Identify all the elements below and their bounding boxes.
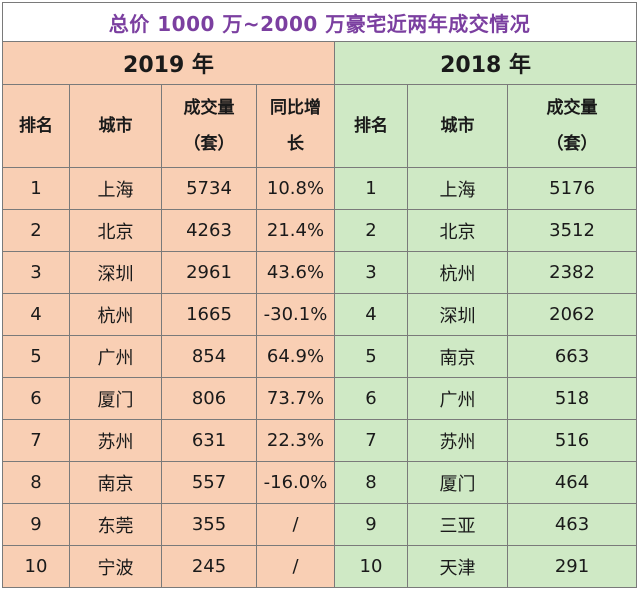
header-yoy-2019: 同比增 长 bbox=[256, 84, 335, 168]
cell-rank-2019: 1 bbox=[2, 167, 70, 210]
cell-volume-2019: 4263 bbox=[161, 209, 257, 252]
cell-rank-2019: 9 bbox=[2, 503, 70, 546]
table-title: 总价 1000 万~2000 万豪宅近两年成交情况 bbox=[1, 2, 638, 42]
cell-rank-2019: 4 bbox=[2, 293, 70, 336]
cell-rank-2018: 5 bbox=[334, 335, 408, 378]
cell-rank-2019: 6 bbox=[2, 377, 70, 420]
header-rank-2018: 排名 bbox=[334, 84, 408, 168]
cell-volume-2019: 245 bbox=[161, 545, 257, 588]
header-volume-2018-line1: 成交量 bbox=[546, 98, 598, 118]
cell-rank-2018: 10 bbox=[334, 545, 408, 588]
cell-rank-2018: 3 bbox=[334, 251, 408, 294]
cell-city-2019: 上海 bbox=[69, 167, 162, 210]
cell-volume-2019: 854 bbox=[161, 335, 257, 378]
cell-city-2018: 北京 bbox=[407, 209, 508, 252]
table-row: 7 苏州 631 22.3% 7 苏州 516 bbox=[2, 419, 638, 462]
cell-yoy-2019: -16.0% bbox=[256, 461, 335, 504]
header-rank-2019: 排名 bbox=[2, 84, 70, 168]
header-city-2019: 城市 bbox=[69, 84, 162, 168]
cell-rank-2019: 3 bbox=[2, 251, 70, 294]
table-row: 9 东莞 355/9 三亚 463 bbox=[2, 503, 638, 546]
cell-rank-2018: 8 bbox=[334, 461, 408, 504]
cell-volume-2018: 464 bbox=[506, 461, 638, 504]
cell-volume-2018: 3512 bbox=[506, 209, 638, 252]
cell-city-2018: 上海 bbox=[407, 167, 508, 210]
year-2018-header: 2018 年 bbox=[333, 41, 638, 85]
cell-city-2019: 北京 bbox=[69, 209, 162, 252]
cell-yoy-2019: 73.7% bbox=[256, 377, 335, 420]
cell-yoy-2019: 43.6% bbox=[256, 251, 335, 294]
header-volume-2019-line2: （套） bbox=[183, 134, 235, 154]
header-volume-2019: 成交量 （套） bbox=[161, 84, 257, 168]
cell-city-2019: 深圳 bbox=[69, 251, 162, 294]
cell-rank-2019: 2 bbox=[2, 209, 70, 252]
table-row: 2 北京 4263 21.4% 2 北京 3512 bbox=[2, 209, 638, 252]
cell-yoy-2019: 22.3% bbox=[256, 419, 335, 462]
header-volume-2019-line1: 成交量 bbox=[183, 98, 235, 118]
cell-city-2019: 东莞 bbox=[69, 503, 162, 546]
cell-yoy-2019: -30.1% bbox=[256, 293, 335, 336]
cell-volume-2019: 2961 bbox=[161, 251, 257, 294]
cell-volume-2019: 355 bbox=[161, 503, 257, 546]
cell-city-2018: 苏州 bbox=[407, 419, 508, 462]
cell-city-2018: 南京 bbox=[407, 335, 508, 378]
cell-rank-2018: 1 bbox=[334, 167, 408, 210]
cell-city-2018: 杭州 bbox=[407, 251, 508, 294]
cell-yoy-2019: 21.4% bbox=[256, 209, 335, 252]
cell-rank-2019: 5 bbox=[2, 335, 70, 378]
cell-volume-2018: 291 bbox=[506, 545, 638, 588]
cell-city-2019: 厦门 bbox=[69, 377, 162, 420]
table-row: 5 广州 854 64.9% 5 南京 663 bbox=[2, 335, 638, 378]
year-2019-header: 2019 年 bbox=[2, 41, 335, 85]
cell-volume-2018: 463 bbox=[506, 503, 638, 546]
table-row: 10 宁波 245/10 天津 291 bbox=[2, 545, 638, 588]
cell-city-2018: 天津 bbox=[407, 545, 508, 588]
cell-city-2019: 宁波 bbox=[69, 545, 162, 588]
cell-rank-2018: 6 bbox=[334, 377, 408, 420]
cell-city-2018: 广州 bbox=[407, 377, 508, 420]
cell-city-2019: 南京 bbox=[69, 461, 162, 504]
header-volume-2018-line2: （套） bbox=[546, 134, 598, 154]
cell-yoy-2019: 10.8% bbox=[256, 167, 335, 210]
cell-volume-2018: 516 bbox=[506, 419, 638, 462]
table-row: 3 深圳 2961 43.6% 3 杭州 2382 bbox=[2, 251, 638, 294]
cell-city-2019: 苏州 bbox=[69, 419, 162, 462]
cell-yoy-2019: / bbox=[256, 503, 335, 546]
cell-yoy-2019: / bbox=[256, 545, 335, 588]
cell-volume-2019: 806 bbox=[161, 377, 257, 420]
cell-city-2019: 广州 bbox=[69, 335, 162, 378]
cell-volume-2019: 1665 bbox=[161, 293, 257, 336]
table-row: 8 南京 557 -16.0% 8 厦门 464 bbox=[2, 461, 638, 504]
header-yoy-line2: 长 bbox=[287, 134, 304, 154]
table-row: 4 杭州 1665 -30.1% 4 深圳 2062 bbox=[2, 293, 638, 336]
cell-volume-2018: 5176 bbox=[506, 167, 638, 210]
header-volume-2018: 成交量 （套） bbox=[506, 84, 638, 168]
cell-volume-2019: 557 bbox=[161, 461, 257, 504]
cell-volume-2019: 5734 bbox=[161, 167, 257, 210]
cell-volume-2018: 2382 bbox=[506, 251, 638, 294]
table-row: 6 厦门 806 73.7% 6 广州 518 bbox=[2, 377, 638, 420]
cell-yoy-2019: 64.9% bbox=[256, 335, 335, 378]
cell-rank-2019: 10 bbox=[2, 545, 70, 588]
cell-volume-2018: 663 bbox=[506, 335, 638, 378]
cell-rank-2018: 4 bbox=[334, 293, 408, 336]
cell-rank-2018: 9 bbox=[334, 503, 408, 546]
table-row: 1 上海 5734 10.8% 1 上海 5176 bbox=[2, 167, 638, 210]
cell-city-2019: 杭州 bbox=[69, 293, 162, 336]
cell-city-2018: 厦门 bbox=[407, 461, 508, 504]
table-body: 1 上海 5734 10.8% 1 上海 5176 2 北京 4263 21.4% 2 北京 3512 3 深… bbox=[2, 167, 638, 588]
cell-rank-2018: 7 bbox=[334, 419, 408, 462]
cell-volume-2019: 631 bbox=[161, 419, 257, 462]
cell-city-2018: 深圳 bbox=[407, 293, 508, 336]
cell-rank-2019: 8 bbox=[2, 461, 70, 504]
cell-rank-2018: 2 bbox=[334, 209, 408, 252]
header-yoy-line1: 同比增 bbox=[270, 98, 321, 118]
header-city-2018: 城市 bbox=[407, 84, 508, 168]
cell-city-2018: 三亚 bbox=[407, 503, 508, 546]
cell-rank-2019: 7 bbox=[2, 419, 70, 462]
cell-volume-2018: 518 bbox=[506, 377, 638, 420]
cell-volume-2018: 2062 bbox=[506, 293, 638, 336]
